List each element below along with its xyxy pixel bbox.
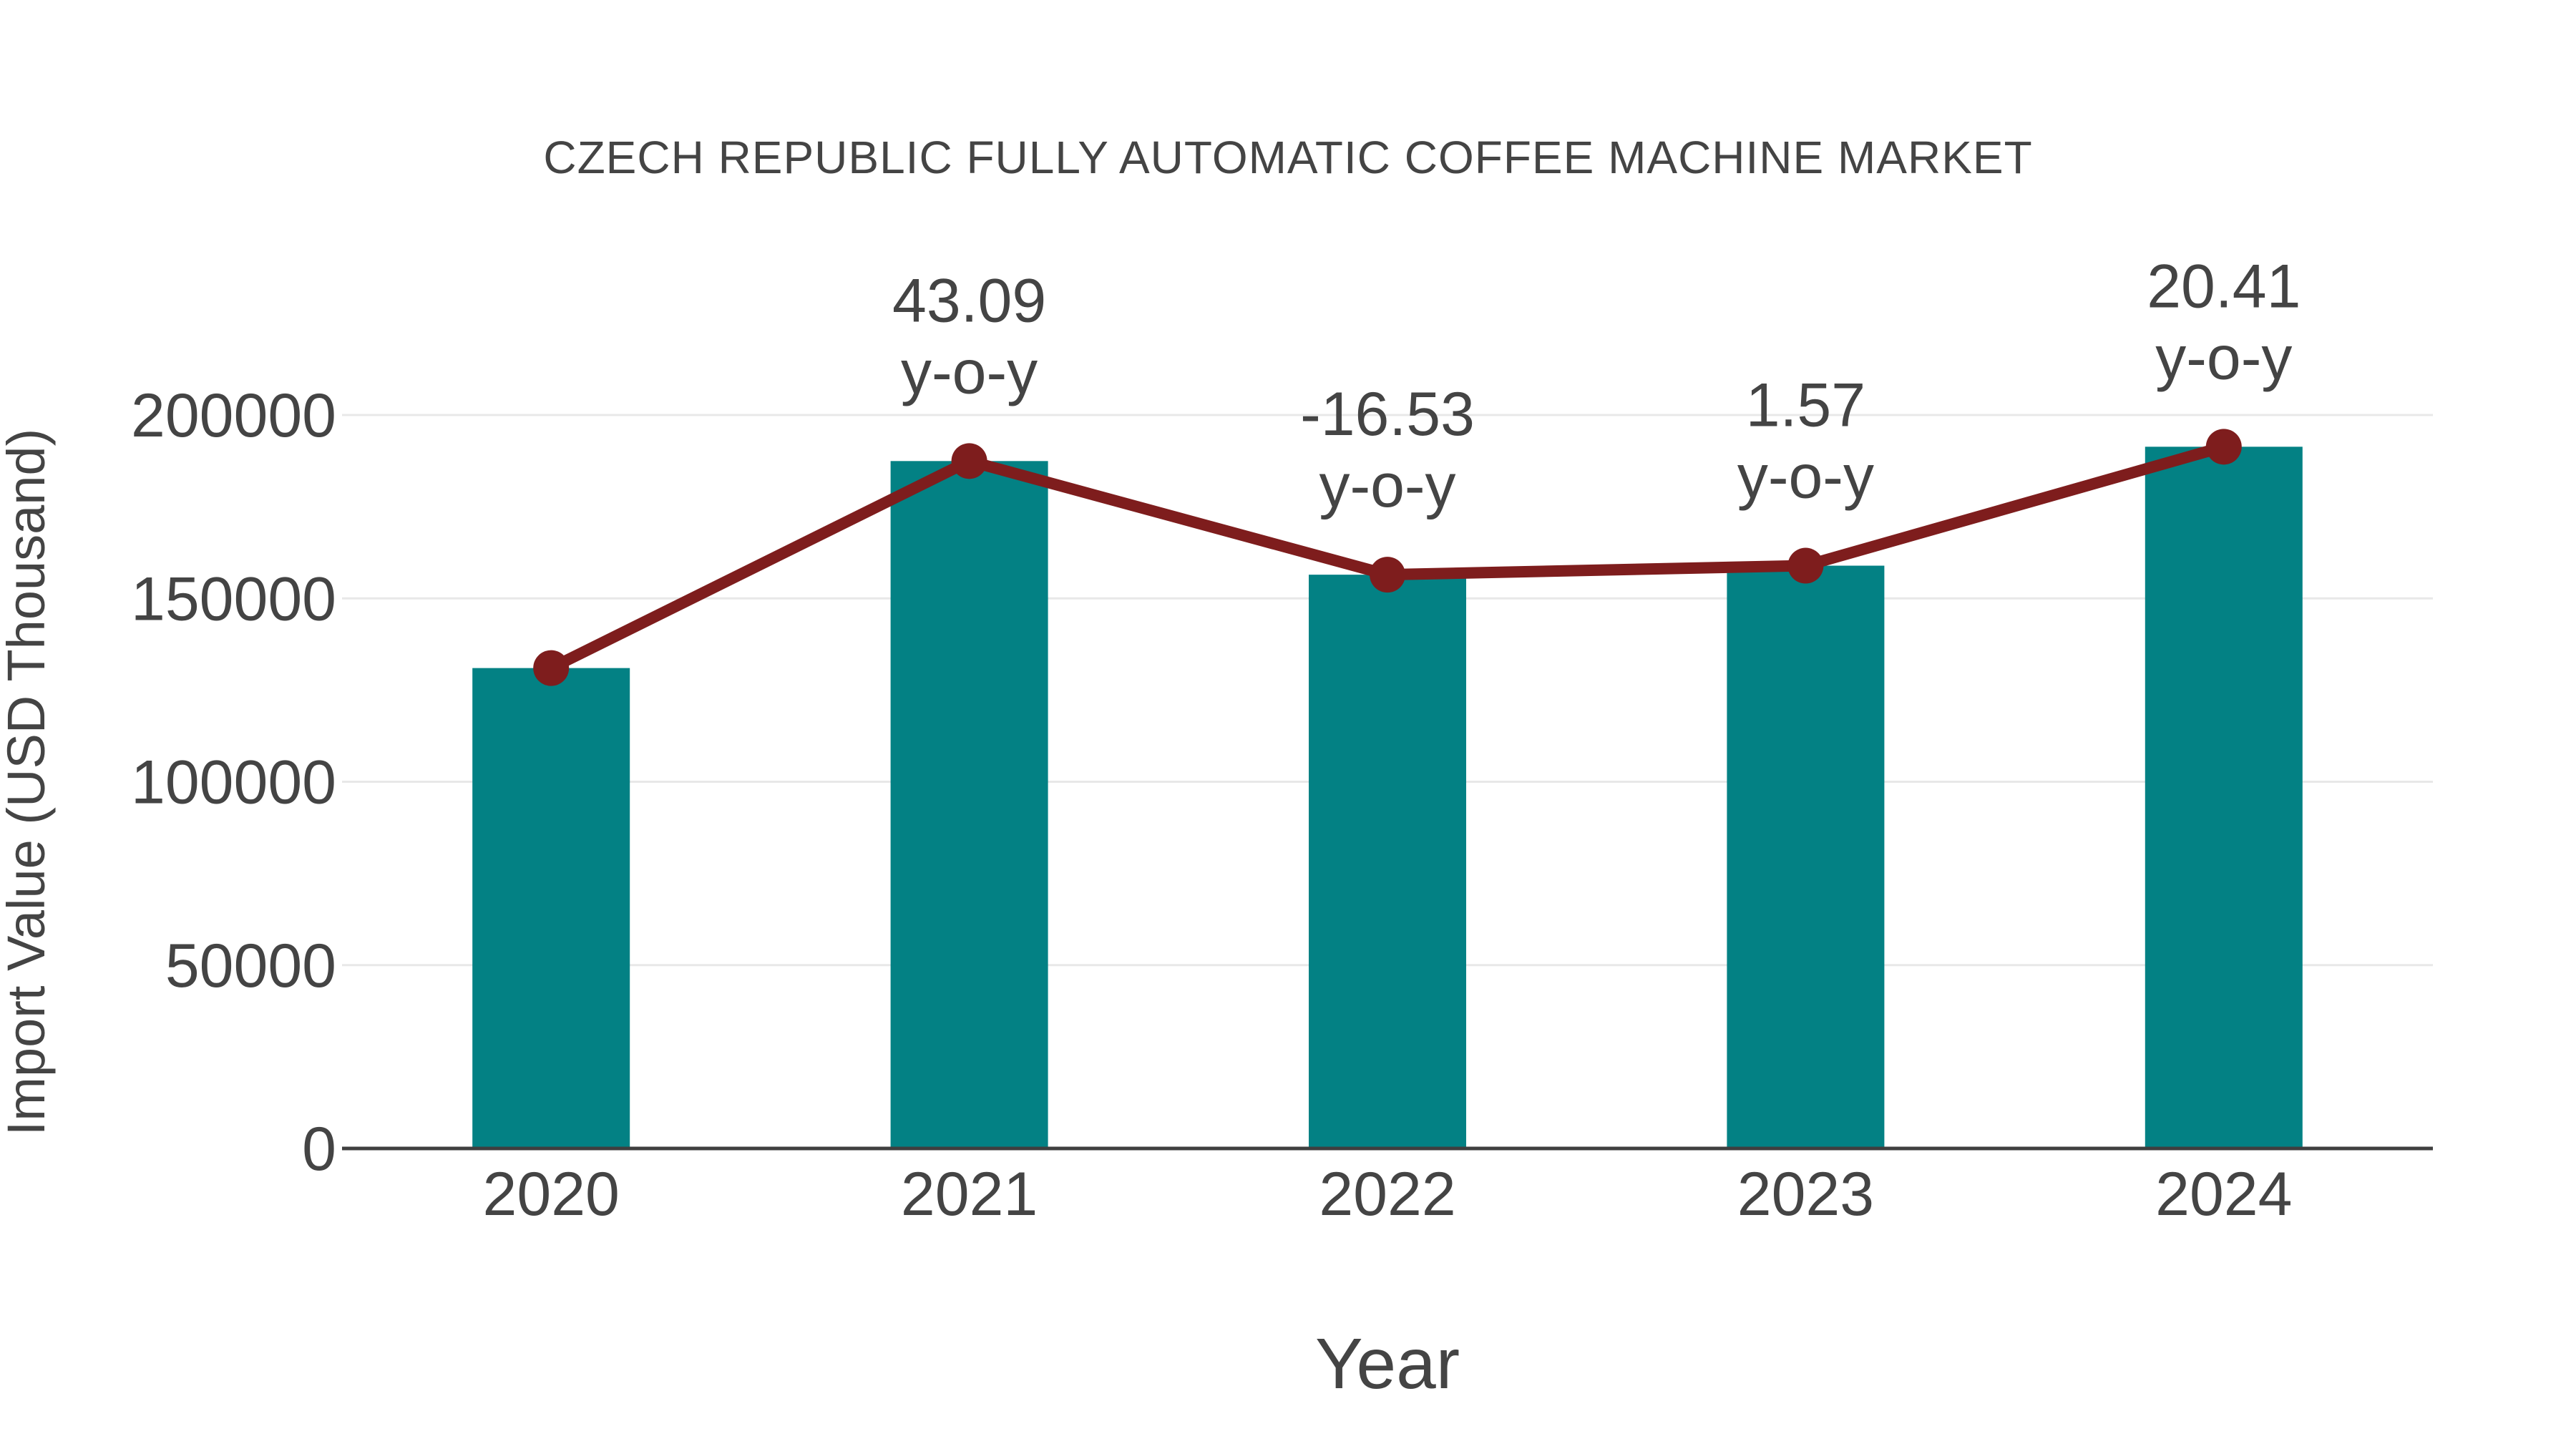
y-tick-label: 50000 — [165, 932, 336, 1000]
annotation-suffix-2023: y-o-y — [1737, 443, 1874, 512]
x-tick-labels-layer: 2020 2021 2022 2023 2024 — [483, 1160, 2293, 1229]
bars-layer — [472, 447, 2303, 1148]
x-tick-label-2023: 2023 — [1737, 1160, 1874, 1229]
trend-point-2022 — [1370, 557, 1405, 593]
trend-point-2020 — [533, 650, 570, 686]
y-tick-label: 100000 — [131, 748, 336, 817]
trend-point-2024 — [2205, 429, 2242, 465]
annotation-value-2023: 1.57 — [1746, 371, 1865, 440]
annotation-value-2022: -16.53 — [1300, 380, 1475, 449]
y-tick-label: 200000 — [131, 381, 336, 450]
y-axis-title: Import Value (USD Thousand) — [0, 429, 56, 1136]
x-axis-title: Year — [1315, 1324, 1460, 1404]
x-tick-label-2020: 2020 — [483, 1160, 620, 1229]
bar-2024 — [2145, 447, 2303, 1148]
trend-line-layer — [533, 429, 2242, 686]
trend-point-2023 — [1787, 547, 1824, 584]
annotation-suffix-2021: y-o-y — [901, 338, 1038, 406]
chart-title: CZECH REPUBLIC FULLY AUTOMATIC COFFEE MA… — [543, 132, 2032, 183]
y-tick-labels-layer: 0 50000 100000 150000 200000 — [131, 381, 336, 1184]
x-tick-label-2022: 2022 — [1319, 1160, 1455, 1229]
x-tick-label-2021: 2021 — [901, 1160, 1038, 1229]
annotation-suffix-2024: y-o-y — [2155, 323, 2292, 392]
annotation-value-2024: 20.41 — [2147, 252, 2301, 321]
bar-2022 — [1309, 575, 1466, 1148]
bar-2021 — [890, 461, 1048, 1148]
annotation-suffix-2022: y-o-y — [1319, 452, 1455, 520]
y-tick-label: 150000 — [131, 565, 336, 633]
x-tick-label-2024: 2024 — [2155, 1160, 2292, 1229]
annotations-layer: 43.09y-o-y-16.53y-o-y1.57y-o-y20.41y-o-y — [892, 252, 2301, 520]
y-tick-label: 0 — [302, 1115, 336, 1184]
trend-point-2021 — [951, 443, 987, 479]
bar-2020 — [472, 668, 630, 1148]
annotation-value-2021: 43.09 — [892, 266, 1046, 335]
bar-2023 — [1727, 565, 1885, 1148]
